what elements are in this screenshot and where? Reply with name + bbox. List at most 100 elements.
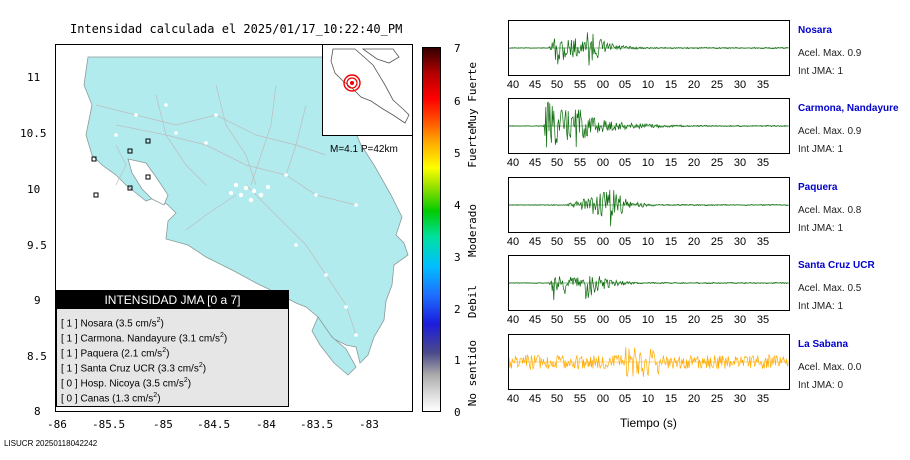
inset-map [322,44,413,136]
time-tick: 20 [687,236,701,248]
epicenter-marker [350,81,354,85]
waveform-signal [509,347,789,378]
inset-map-svg [330,48,410,124]
waveform-trace [508,98,790,154]
colorbar-level: 6 [454,95,461,108]
magnitude-depth-label: M=4.1 P=42km [330,144,398,155]
legend-title: INTENSIDAD JMA [0 a 7] [57,291,288,309]
map-x-tick: -85.5 [92,418,126,431]
time-tick: 40 [506,79,520,91]
legend-station: Santa Cruz UCR [80,363,155,375]
time-tick: 50 [550,157,564,169]
legend-level: [ 1 ] [61,363,78,375]
trace-station-name: La Sabana [798,339,849,350]
trace-station-name: Carmona, Nandayure [798,103,899,114]
trace-jma-intensity: Int JMA: 1 [798,66,844,77]
legend-unit-sup: 2 [198,362,203,369]
map-x-tick: -83 [359,418,379,431]
legend-station: Carmona. Nandayure [80,333,177,345]
legend-unit-sup: 2 [162,347,167,354]
map-y-tick: 9.5 [27,239,47,252]
legend-value-close: ) [157,393,161,405]
legend-value: (3.3 cm/s [157,363,199,375]
waveform-trace [508,334,790,390]
time-tick: 50 [550,79,564,91]
legend-level: [ 0 ] [61,393,78,405]
nicoya-gulf [127,158,169,206]
time-tick: 25 [710,157,724,169]
time-tick: 20 [687,393,701,405]
colorbar-category: Muy Fuerte [466,62,479,129]
legend-station: Canas [80,393,110,405]
trace-max-accel: Acel. Max. 0.9 [798,48,862,59]
time-tick: 40 [506,236,520,248]
waveform-svg [509,347,789,378]
legend-value-close: ) [223,333,228,345]
time-tick: 40 [506,157,520,169]
map-y-tick: 11 [27,71,41,84]
colorbar-category: Fuerte [466,128,479,168]
map-y-tick: 9 [34,294,41,307]
town-dots [114,103,358,337]
time-tick: 10 [641,236,655,248]
colorbar-category: No sentido [466,340,479,407]
waveform-trace [508,255,790,311]
map-y-tick: 10 [27,183,41,196]
trace-jma-intensity: Int JMA: 1 [798,301,844,312]
legend-item: [ 0 ] Canas (1.3 cm/s2) [57,388,288,405]
time-tick: 20 [687,314,701,326]
map-x-tick: -85 [153,418,173,431]
time-tick: 55 [573,79,587,91]
waveform-signal [509,101,789,148]
time-tick: 10 [641,393,655,405]
time-tick: 30 [733,393,747,405]
time-tick: 15 [664,157,678,169]
waveform-trace [508,177,790,233]
legend-unit-sup: 2 [153,392,158,399]
time-tick: 10 [641,157,655,169]
colorbar-category: Debil [466,285,479,319]
time-tick: 00 [596,314,610,326]
legend-level: [ 1 ] [61,348,78,360]
legend-value-close: ) [187,378,192,390]
time-tick: 05 [618,314,632,326]
time-tick: 00 [596,157,610,169]
legend-level: [ 1 ] [61,318,78,330]
inset-neighbor [361,48,400,64]
map-title: Intensidad calculada el 2025/01/17_10:22… [70,22,403,36]
waveform-trace [508,20,790,76]
map-x-tick: -84.5 [197,418,231,431]
legend-value: (1.3 cm/s [112,393,154,405]
trace-max-accel: Acel. Max. 0.8 [798,205,862,216]
waveform-svg [509,32,789,66]
waveform-signal [509,276,789,301]
legend-value: (3.1 cm/s [178,333,220,345]
time-tick: 05 [618,157,632,169]
legend-item: [ 0 ] Hosp. Nicoya (3.5 cm/s2) [57,373,288,390]
time-tick: 50 [550,236,564,248]
inset-land [330,48,410,124]
waveform-svg [509,276,789,301]
time-tick: 40 [506,314,520,326]
time-tick: 25 [710,314,724,326]
legend-value-close: ) [160,318,164,330]
intensity-colorbar [422,47,441,412]
time-tick: 45 [528,236,542,248]
time-tick: 55 [573,157,587,169]
colorbar-level: 4 [454,199,461,212]
legend-level: [ 1 ] [61,333,78,345]
colorbar-level: 0 [454,406,461,419]
colorbar-category: Moderado [466,204,479,257]
trace-max-accel: Acel. Max. 0.0 [798,362,862,373]
time-tick: 35 [756,157,770,169]
trace-station-name: Paquera [798,182,838,193]
time-tick: 20 [687,157,701,169]
time-tick: 35 [756,393,770,405]
legend-station: Hosp. Nicoya [80,378,140,390]
time-tick: 05 [618,236,632,248]
time-tick: 20 [687,79,701,91]
time-tick: 30 [733,236,747,248]
trace-jma-intensity: Int JMA: 0 [798,380,844,391]
time-tick: 05 [618,393,632,405]
time-tick: 30 [733,79,747,91]
